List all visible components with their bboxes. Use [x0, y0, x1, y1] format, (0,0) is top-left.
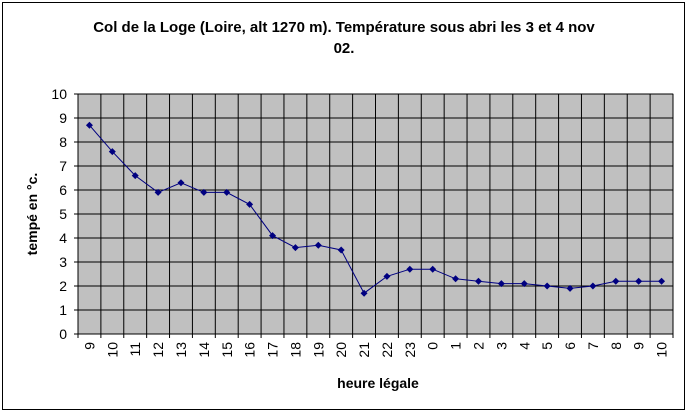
data-point — [360, 289, 368, 297]
data-point — [543, 282, 551, 290]
x-tick-label: 12 — [150, 342, 166, 358]
data-point — [200, 188, 208, 196]
data-point — [85, 121, 93, 129]
x-tick-label: 10 — [654, 342, 670, 358]
x-tick-label: 10 — [104, 342, 120, 358]
x-tick-labels: 9 10 11 12 13 14 15 16 17 18 19 20 21 22 23 0 1 2 3 4 5 6 7 8 9 1… — [81, 342, 669, 358]
data-point — [131, 172, 139, 180]
x-tick-label: 14 — [196, 342, 212, 358]
data-point — [337, 246, 345, 254]
data-point — [291, 244, 299, 252]
data-point — [635, 277, 643, 285]
series-markers — [85, 121, 666, 297]
data-point — [223, 188, 231, 196]
data-point — [246, 200, 254, 208]
x-tick-label: 20 — [333, 342, 349, 358]
gridlines — [77, 93, 674, 335]
data-point — [612, 277, 620, 285]
data-point — [269, 232, 277, 240]
x-tick-label: 0 — [425, 342, 441, 350]
x-tick-label: 4 — [516, 342, 532, 350]
y-tick-label: 3 — [59, 254, 67, 270]
data-point — [452, 275, 460, 283]
data-point — [497, 280, 505, 288]
y-tick-label: 10 — [51, 86, 67, 102]
x-tick-label: 21 — [356, 342, 372, 358]
y-tick-labels: 0 1 2 3 4 5 6 7 8 9 10 — [51, 86, 67, 342]
x-tick-label: 9 — [81, 342, 97, 350]
y-tick-label: 2 — [59, 278, 67, 294]
x-tick-label: 1 — [448, 342, 464, 350]
axes — [74, 93, 674, 338]
x-tick-label: 23 — [402, 342, 418, 358]
x-tick-label: 19 — [310, 342, 326, 358]
x-tick-label: 9 — [631, 342, 647, 350]
y-tick-label: 5 — [59, 206, 67, 222]
x-tick-label: 18 — [287, 342, 303, 358]
data-point — [108, 148, 116, 156]
data-point — [520, 280, 528, 288]
x-tick-label: 15 — [219, 342, 235, 358]
data-point — [474, 277, 482, 285]
y-tick-label: 7 — [59, 158, 67, 174]
data-point — [314, 241, 322, 249]
data-point — [566, 284, 574, 292]
y-axis-label: tempé en °c. — [24, 173, 40, 256]
x-tick-label: 17 — [265, 342, 281, 358]
x-tick-label: 16 — [242, 342, 258, 358]
data-point — [154, 188, 162, 196]
x-tick-label: 3 — [493, 342, 509, 350]
x-tick-label: 5 — [539, 342, 555, 350]
y-tick-label: 1 — [59, 302, 67, 318]
y-tick-label: 4 — [59, 230, 67, 246]
x-tick-label: 13 — [173, 342, 189, 358]
x-tick-label: 8 — [608, 342, 624, 350]
series-line — [89, 124, 662, 294]
data-point — [658, 277, 666, 285]
y-tick-label: 8 — [59, 134, 67, 150]
chart-title-line-1: Col de la Loge (Loire, alt 1270 m). Temp… — [93, 19, 595, 36]
data-point — [406, 265, 414, 273]
x-axis-label: heure légale — [337, 375, 419, 391]
data-point — [429, 265, 437, 273]
x-tick-label: 2 — [470, 342, 486, 350]
x-tick-label: 11 — [127, 342, 143, 357]
data-point — [383, 272, 391, 280]
data-point — [177, 179, 185, 187]
y-tick-label: 0 — [59, 326, 67, 342]
chart-title-line-2: 02. — [334, 40, 355, 57]
y-tick-label: 9 — [59, 110, 67, 126]
data-point — [589, 282, 597, 290]
y-tick-label: 6 — [59, 182, 67, 198]
x-tick-label: 22 — [379, 342, 395, 358]
x-tick-label: 6 — [562, 342, 578, 350]
x-tick-label: 7 — [585, 342, 601, 350]
